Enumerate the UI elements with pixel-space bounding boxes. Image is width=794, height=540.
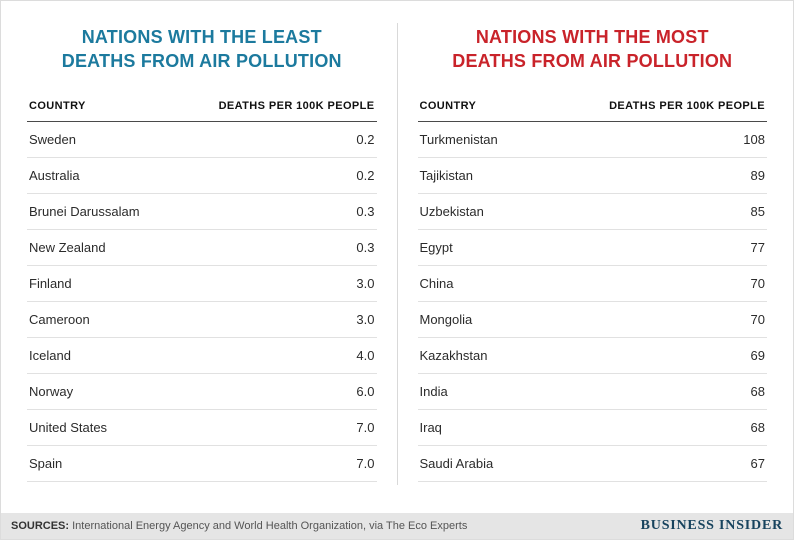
business-insider-logo: BUSINESS INSIDER — [640, 518, 783, 533]
country-column-header: COUNTRY — [419, 99, 477, 112]
value-cell: 0.3 — [356, 203, 375, 219]
country-cell: Finland — [29, 275, 72, 291]
value-column-header: DEATHS PER 100K PEOPLE — [218, 99, 375, 112]
table-row: Kazakhstan 69 — [417, 338, 767, 374]
country-cell: Tajikistan — [419, 167, 473, 183]
title-line-1: NATIONS WITH THE LEAST — [81, 27, 322, 47]
value-cell: 68 — [750, 419, 765, 435]
country-cell: India — [419, 383, 448, 399]
table-row: Sweden 0.2 — [27, 122, 377, 158]
country-cell: Sweden — [29, 131, 76, 147]
table-row: Saudi Arabia 67 — [417, 446, 767, 482]
table-header: COUNTRY DEATHS PER 100K PEOPLE — [27, 100, 377, 122]
country-cell: Egypt — [419, 239, 453, 255]
country-cell: United States — [29, 419, 108, 435]
value-cell: 70 — [750, 275, 765, 291]
value-cell: 67 — [750, 455, 765, 471]
title-line-2: DEATHS FROM AIR POLLUTION — [61, 51, 342, 72]
sources-text: SOURCES: International Energy Agency and… — [11, 520, 467, 532]
table-row: Spain 7.0 — [27, 446, 377, 482]
country-cell: Kazakhstan — [419, 347, 488, 363]
country-cell: Iceland — [29, 347, 71, 363]
value-cell: 6.0 — [356, 383, 375, 399]
country-cell: New Zealand — [29, 239, 106, 255]
least-deaths-title: NATIONS WITH THE LEAST DEATHS FROM AIR PO… — [27, 25, 377, 74]
table-row: China 70 — [417, 266, 767, 302]
value-cell: 0.2 — [356, 131, 375, 147]
most-deaths-title: NATIONS WITH THE MOST DEATHS FROM AIR POL… — [418, 25, 768, 74]
table-row: Uzbekistan 85 — [417, 194, 767, 230]
sources-label: SOURCES: — [11, 520, 70, 532]
table-row: Iceland 4.0 — [27, 338, 377, 374]
value-cell: 69 — [750, 347, 765, 363]
title-line-1: NATIONS WITH THE MOST — [475, 27, 709, 47]
table-row: India 68 — [417, 374, 767, 410]
value-cell: 77 — [750, 239, 765, 255]
country-cell: Iraq — [419, 419, 442, 435]
least-deaths-table: NATIONS WITH THE LEAST DEATHS FROM AIR PO… — [11, 1, 393, 513]
table-row: Finland 3.0 — [27, 266, 377, 302]
table-row: Norway 6.0 — [27, 374, 377, 410]
value-cell: 0.3 — [356, 239, 375, 255]
value-cell: 4.0 — [356, 347, 375, 363]
table-row: Brunei Darussalam 0.3 — [27, 194, 377, 230]
value-cell: 108 — [743, 131, 765, 147]
value-cell: 7.0 — [356, 455, 375, 471]
value-column-header: DEATHS PER 100K PEOPLE — [609, 99, 765, 112]
table-row: Mongolia 70 — [417, 302, 767, 338]
country-cell: Brunei Darussalam — [29, 203, 140, 219]
country-cell: Uzbekistan — [419, 203, 484, 219]
country-column-header: COUNTRY — [29, 99, 86, 112]
value-cell: 7.0 — [356, 419, 375, 435]
value-cell: 0.2 — [356, 167, 375, 183]
value-cell: 70 — [750, 311, 765, 327]
value-cell: 3.0 — [356, 311, 375, 327]
value-cell: 3.0 — [356, 275, 375, 291]
most-deaths-table: NATIONS WITH THE MOST DEATHS FROM AIR POL… — [402, 1, 784, 513]
table-row: United States 7.0 — [27, 410, 377, 446]
table-row: Tajikistan 89 — [417, 158, 767, 194]
country-cell: Cameroon — [29, 311, 90, 327]
value-cell: 68 — [750, 383, 765, 399]
country-cell: Spain — [29, 455, 63, 471]
country-cell: China — [419, 275, 454, 291]
title-line-2: DEATHS FROM AIR POLLUTION — [452, 51, 733, 72]
table-row: Australia 0.2 — [27, 158, 377, 194]
vertical-divider — [396, 23, 398, 485]
table-row: New Zealand 0.3 — [27, 230, 377, 266]
table-row: Egypt 77 — [417, 230, 767, 266]
country-cell: Australia — [29, 167, 80, 183]
sources-body: International Energy Agency and World He… — [72, 520, 468, 532]
value-cell: 89 — [750, 167, 765, 183]
table-header: COUNTRY DEATHS PER 100K PEOPLE — [417, 99, 767, 122]
country-cell: Norway — [29, 383, 74, 399]
table-row: Iraq 68 — [417, 410, 767, 446]
footer-bar: SOURCES: International Energy Agency and… — [1, 513, 793, 539]
table-row: Turkmenistan 108 — [417, 122, 767, 158]
country-cell: Mongolia — [419, 311, 473, 327]
tables-area: NATIONS WITH THE LEAST DEATHS FROM AIR PO… — [1, 1, 793, 513]
value-cell: 85 — [750, 203, 765, 219]
country-cell: Saudi Arabia — [419, 455, 494, 471]
country-cell: Turkmenistan — [419, 131, 498, 147]
table-row: Cameroon 3.0 — [27, 302, 377, 338]
